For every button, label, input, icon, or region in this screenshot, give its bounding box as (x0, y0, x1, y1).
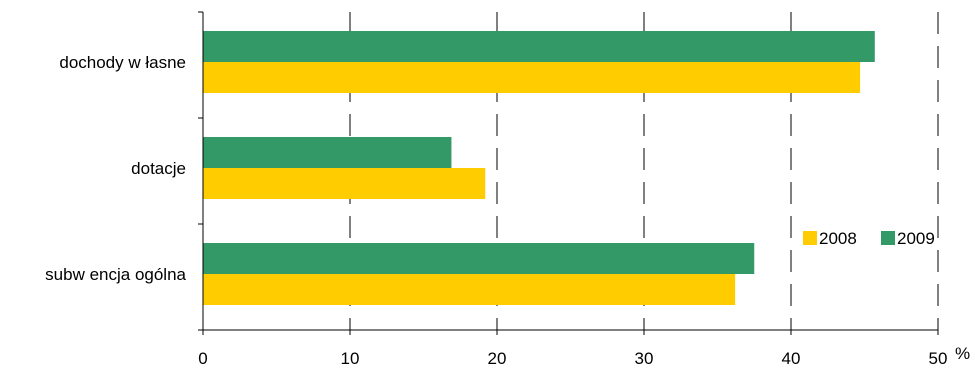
bar-2009-1 (203, 137, 452, 168)
bars (203, 31, 875, 305)
legend-label-2008: 2008 (819, 229, 857, 248)
x-tick-labels: 0 10 20 30 40 50 (198, 349, 947, 368)
axes (198, 11, 939, 335)
x-tick-label-20: 20 (488, 349, 507, 368)
x-tick-label-0: 0 (198, 349, 207, 368)
category-label-1: dotacje (131, 159, 186, 178)
legend: 2008 2009 (803, 229, 935, 248)
x-tick-label-10: 10 (341, 349, 360, 368)
bar-2009-0 (203, 31, 875, 62)
legend-swatch-2008 (803, 231, 817, 245)
category-label-2: subw encja ogólna (45, 265, 186, 284)
legend-label-2009: 2009 (897, 229, 935, 248)
x-tick-label-40: 40 (782, 349, 801, 368)
bar-2009-2 (203, 243, 755, 274)
bar-2008-0 (203, 62, 861, 93)
bar-2008-2 (203, 274, 736, 305)
category-label-0: dochody w łasne (59, 53, 186, 72)
category-labels: dochody w łasne dotacje subw encja ogólna (45, 53, 186, 284)
bar-2008-1 (203, 168, 486, 199)
x-unit-label: % (955, 344, 970, 363)
legend-swatch-2009 (881, 231, 895, 245)
x-tick-label-50: 50 (929, 349, 948, 368)
x-tick-label-30: 30 (635, 349, 654, 368)
